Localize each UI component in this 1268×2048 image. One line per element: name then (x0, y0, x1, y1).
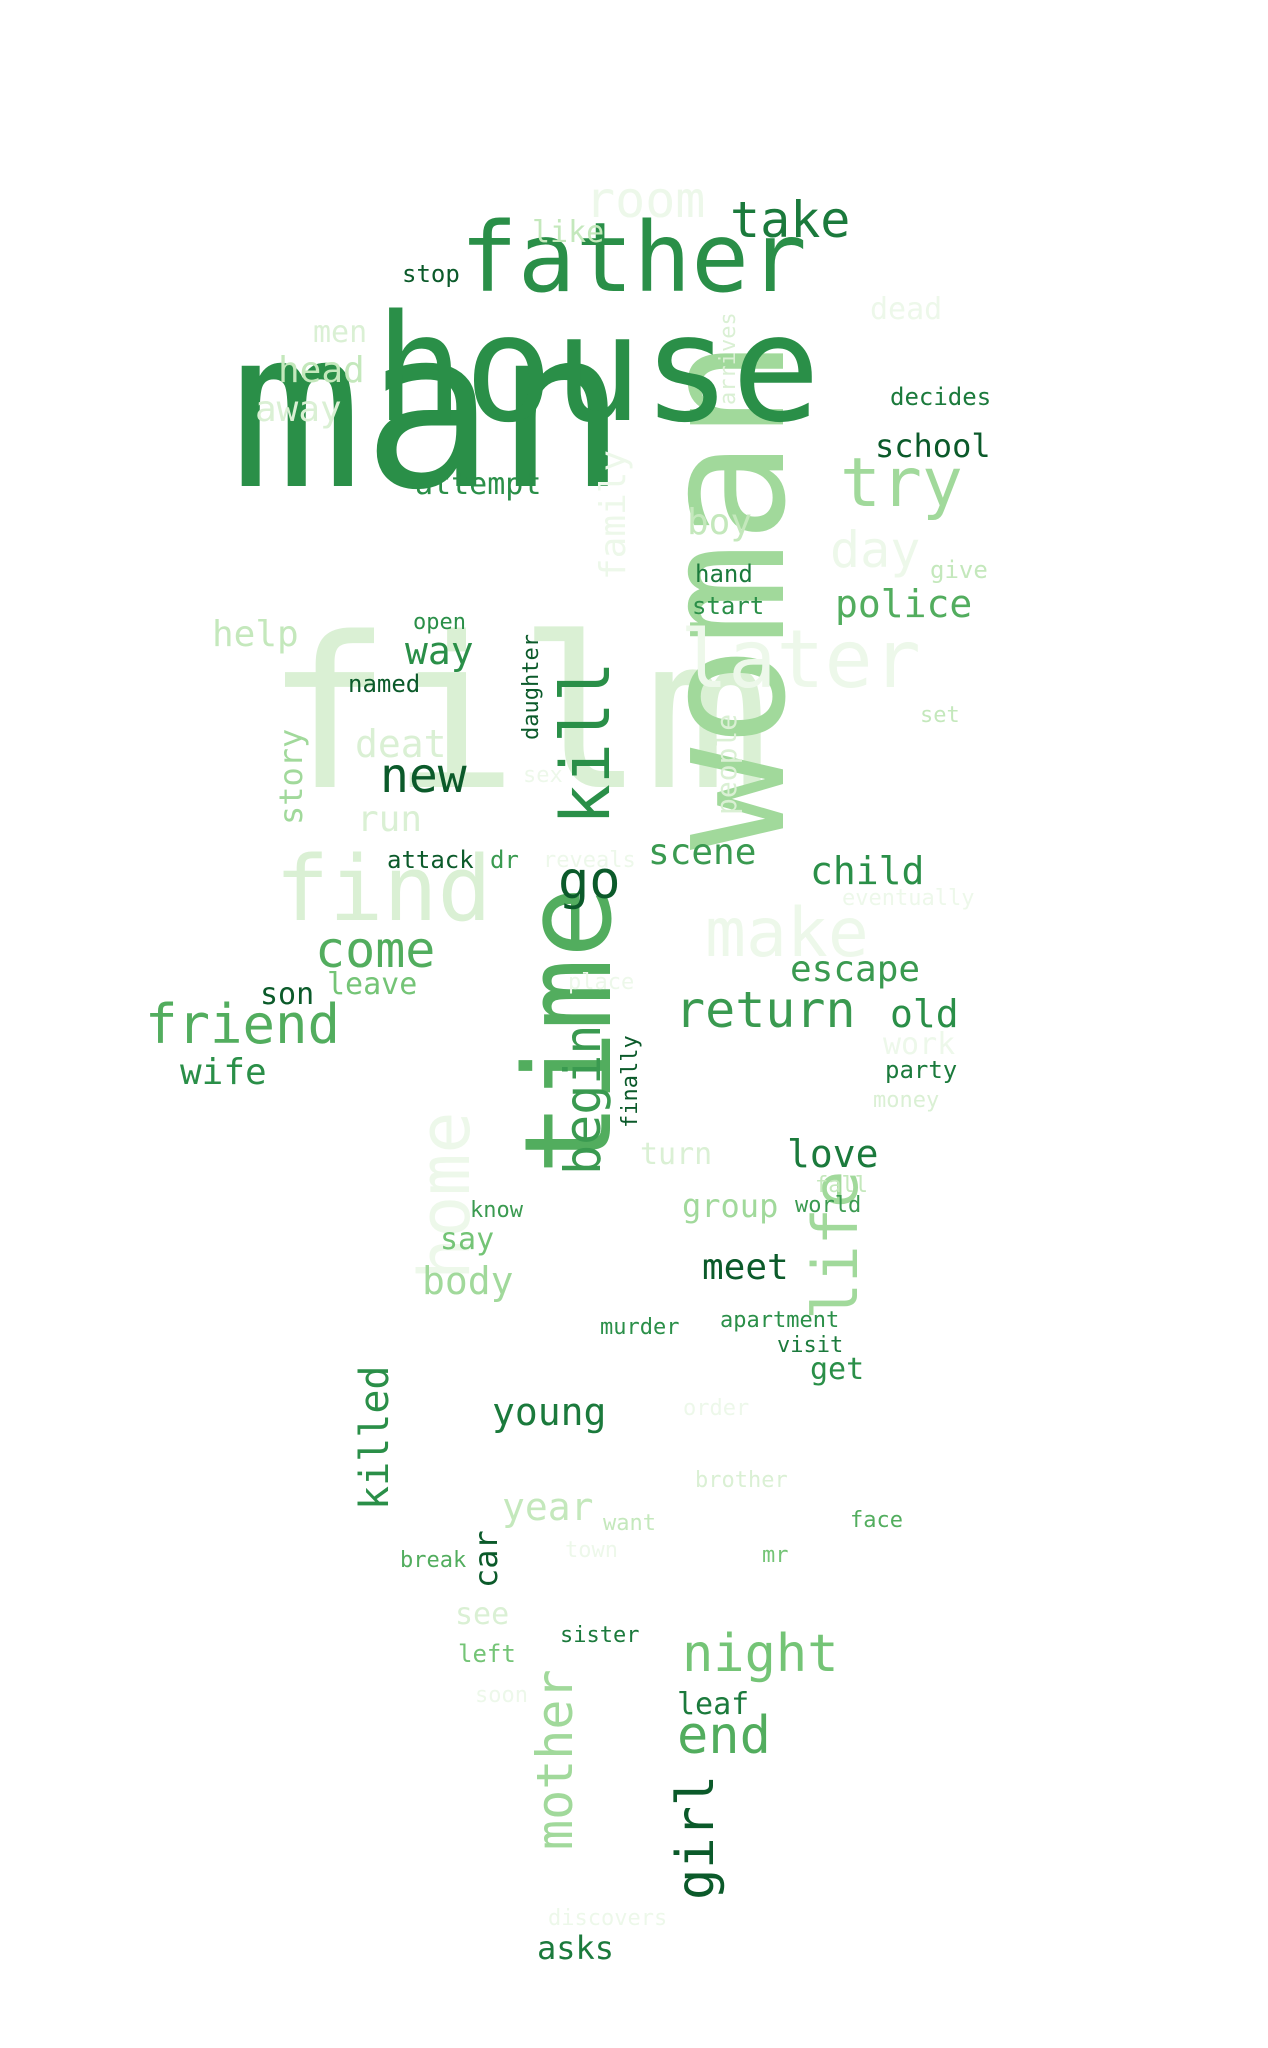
word: murder (600, 1315, 680, 1340)
word: go (558, 851, 621, 911)
word: people (710, 713, 743, 815)
word: mother (526, 1669, 584, 1850)
word: film (265, 592, 771, 837)
word: house (375, 283, 821, 455)
word: killed (352, 1365, 398, 1511)
word: mr (762, 1543, 789, 1568)
word: father (460, 202, 807, 314)
word: man (230, 282, 628, 538)
word: know (470, 1198, 523, 1223)
word: fall (815, 1173, 868, 1198)
word: give (930, 556, 988, 584)
word: face (850, 1508, 903, 1533)
word: car (467, 1530, 505, 1588)
word: new (380, 748, 467, 804)
word: way (405, 629, 474, 673)
word: dr (490, 846, 519, 874)
word: work (883, 1027, 956, 1062)
word: town (565, 1538, 618, 1563)
word: see (455, 1597, 510, 1632)
word: return (675, 981, 856, 1039)
word: visit (777, 1333, 844, 1358)
word: come (315, 921, 436, 979)
word: help (212, 614, 299, 655)
word: say (440, 1222, 495, 1257)
word: daughter (519, 634, 544, 740)
word: attempt (415, 467, 542, 502)
word: take (730, 191, 851, 249)
word: sex (523, 763, 563, 788)
word: begin (554, 1024, 612, 1175)
word: brother (695, 1468, 788, 1493)
word: school (875, 427, 991, 465)
word: old (890, 992, 959, 1036)
word: discovers (548, 1906, 668, 1931)
word: family (593, 449, 634, 580)
word: open (413, 610, 466, 635)
word: sister (560, 1623, 640, 1648)
word: apartment (720, 1308, 840, 1333)
word: story (272, 728, 310, 825)
word: death (355, 722, 470, 766)
word: place (568, 970, 635, 995)
word: group (682, 1187, 779, 1225)
word: try (840, 444, 963, 523)
word: decides (890, 383, 992, 411)
word: body (422, 1259, 514, 1303)
word: kill (547, 661, 626, 825)
word: room (585, 171, 706, 229)
word: left (458, 1640, 516, 1668)
word: make (705, 894, 869, 973)
word: attack (387, 846, 474, 874)
word: hand (695, 560, 753, 588)
word: run (357, 799, 423, 840)
word: dead (870, 292, 943, 327)
word: boy (687, 502, 753, 543)
word: head (278, 350, 365, 391)
word: away (255, 389, 342, 430)
word: get (810, 1352, 865, 1387)
word: arrives (716, 312, 741, 405)
word: police (835, 582, 973, 626)
word: turn (640, 1137, 713, 1172)
word: eventually (842, 886, 975, 911)
word: break (400, 1548, 467, 1573)
word: soon (475, 1683, 528, 1708)
word: named (348, 670, 421, 698)
word: scene (648, 832, 757, 873)
word: order (683, 1396, 750, 1421)
word: young (492, 1390, 607, 1434)
word: reveals (543, 848, 636, 873)
word: night (682, 1624, 839, 1684)
word: leave (327, 967, 418, 1002)
word: world (795, 1193, 862, 1218)
word: like (532, 215, 605, 250)
word: leaf (677, 1687, 750, 1722)
word: find (275, 837, 492, 942)
word: men (313, 315, 368, 350)
word: day (830, 521, 921, 579)
word: child (810, 849, 925, 893)
word: finally (618, 1035, 643, 1128)
word: year (502, 1485, 594, 1529)
word: money (873, 1088, 940, 1113)
word: party (885, 1056, 958, 1084)
word: set (920, 703, 960, 728)
word: wife (180, 1052, 267, 1093)
word: meet (702, 1247, 789, 1288)
word: friend (145, 993, 341, 1056)
word: escape (790, 949, 921, 990)
word: asks (537, 1929, 615, 1967)
word: son (260, 977, 315, 1012)
word: later (680, 613, 921, 706)
word: love (787, 1132, 879, 1176)
word: start (692, 592, 765, 620)
word: want (603, 1511, 656, 1536)
word: end (677, 1706, 771, 1766)
word: stop (402, 260, 460, 288)
word: girl (666, 1774, 726, 1900)
